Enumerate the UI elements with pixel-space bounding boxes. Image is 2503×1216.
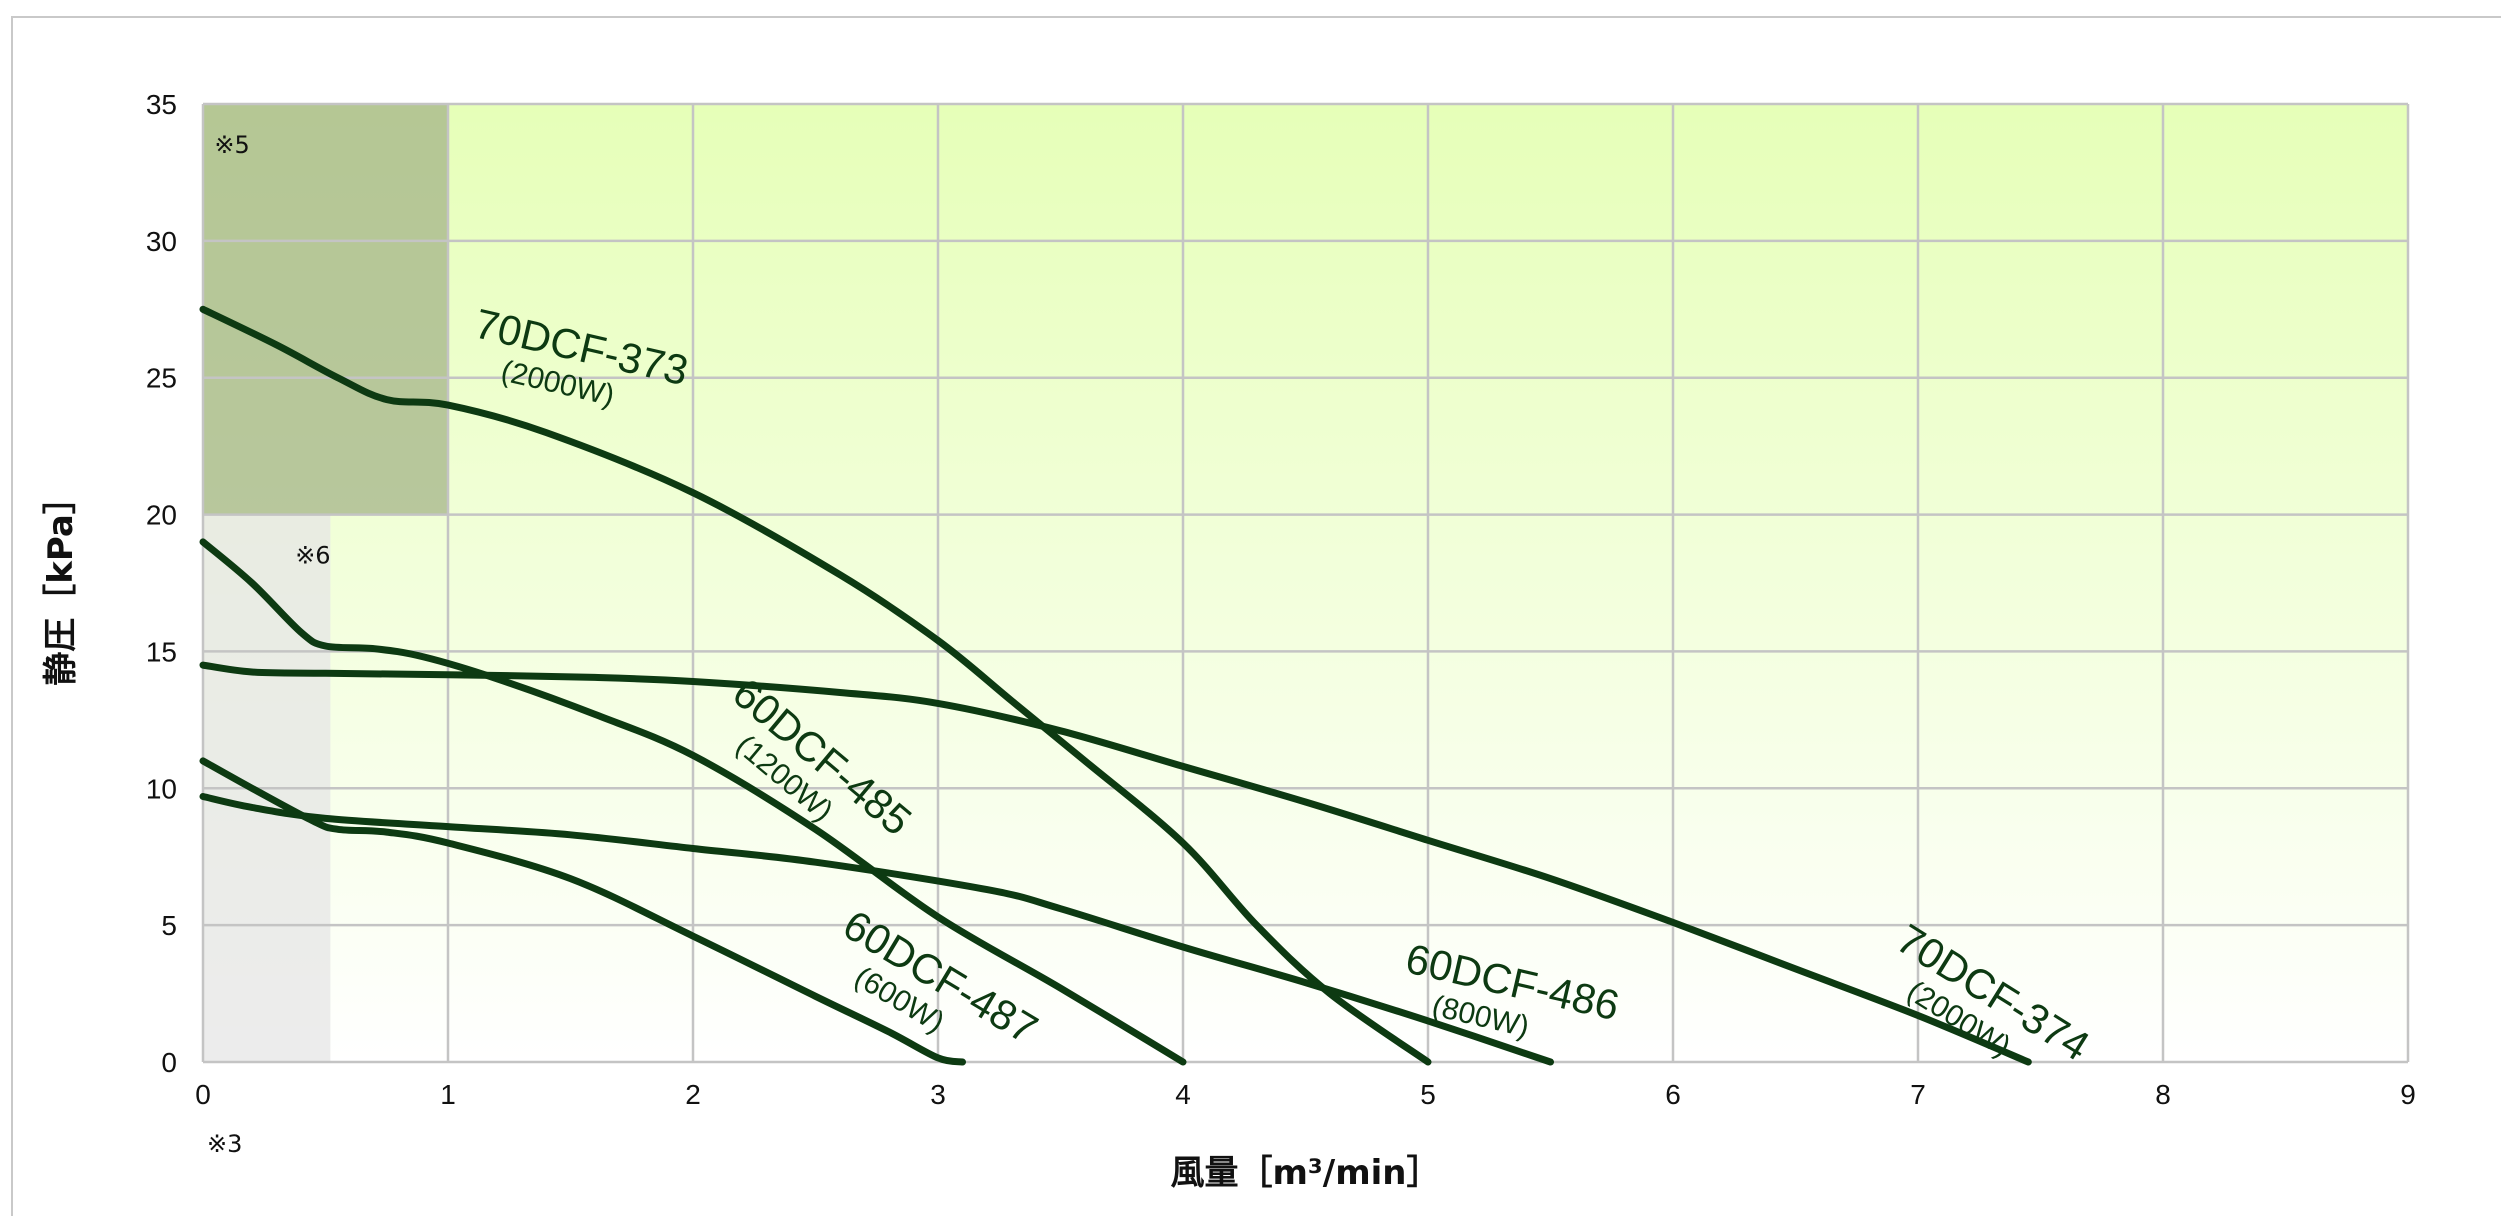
y-tick-label: 0 bbox=[161, 1047, 177, 1078]
curve-70DCF-374 bbox=[199, 661, 2032, 1066]
note-marker: ※5 bbox=[214, 131, 249, 159]
x-tick-label: 4 bbox=[1175, 1079, 1191, 1110]
plot-background bbox=[203, 104, 2408, 1062]
y-tick-label: 35 bbox=[146, 89, 177, 120]
curve-60DCF-485 bbox=[199, 538, 1187, 1066]
x-tick-label: 9 bbox=[2400, 1079, 2416, 1110]
y-tick-label: 10 bbox=[146, 773, 177, 804]
x-tick-label: 0 bbox=[195, 1079, 211, 1110]
x-tick-label: 7 bbox=[1910, 1079, 1926, 1110]
x-tick-label: 2 bbox=[685, 1079, 701, 1110]
y-tick-label: 5 bbox=[161, 910, 177, 941]
x-tick-label: 3 bbox=[930, 1079, 946, 1110]
y-axis-title: 静圧［kPa］ bbox=[41, 480, 81, 686]
x-tick-label: 8 bbox=[2155, 1079, 2171, 1110]
note-marker: ※6 bbox=[295, 542, 330, 570]
shaded-region-0 bbox=[203, 104, 448, 515]
y-tick-label: 20 bbox=[146, 500, 177, 531]
x-tick-label: 5 bbox=[1420, 1079, 1436, 1110]
curve-60DCF-486 bbox=[199, 793, 1554, 1066]
note-marker: ※3 bbox=[207, 1130, 242, 1158]
y-tick-label: 25 bbox=[146, 363, 177, 394]
curve-60DCF-487 bbox=[199, 757, 966, 1066]
y-tick-label: 30 bbox=[146, 226, 177, 257]
x-tick-label: 6 bbox=[1665, 1079, 1681, 1110]
curve-70DCF-373 bbox=[199, 305, 1432, 1066]
x-tick-label: 1 bbox=[440, 1079, 456, 1110]
y-tick-label: 15 bbox=[146, 636, 177, 667]
x-axis-title: 風量［m³/min］ bbox=[1170, 1153, 1440, 1193]
chart-frame bbox=[11, 16, 2501, 1216]
